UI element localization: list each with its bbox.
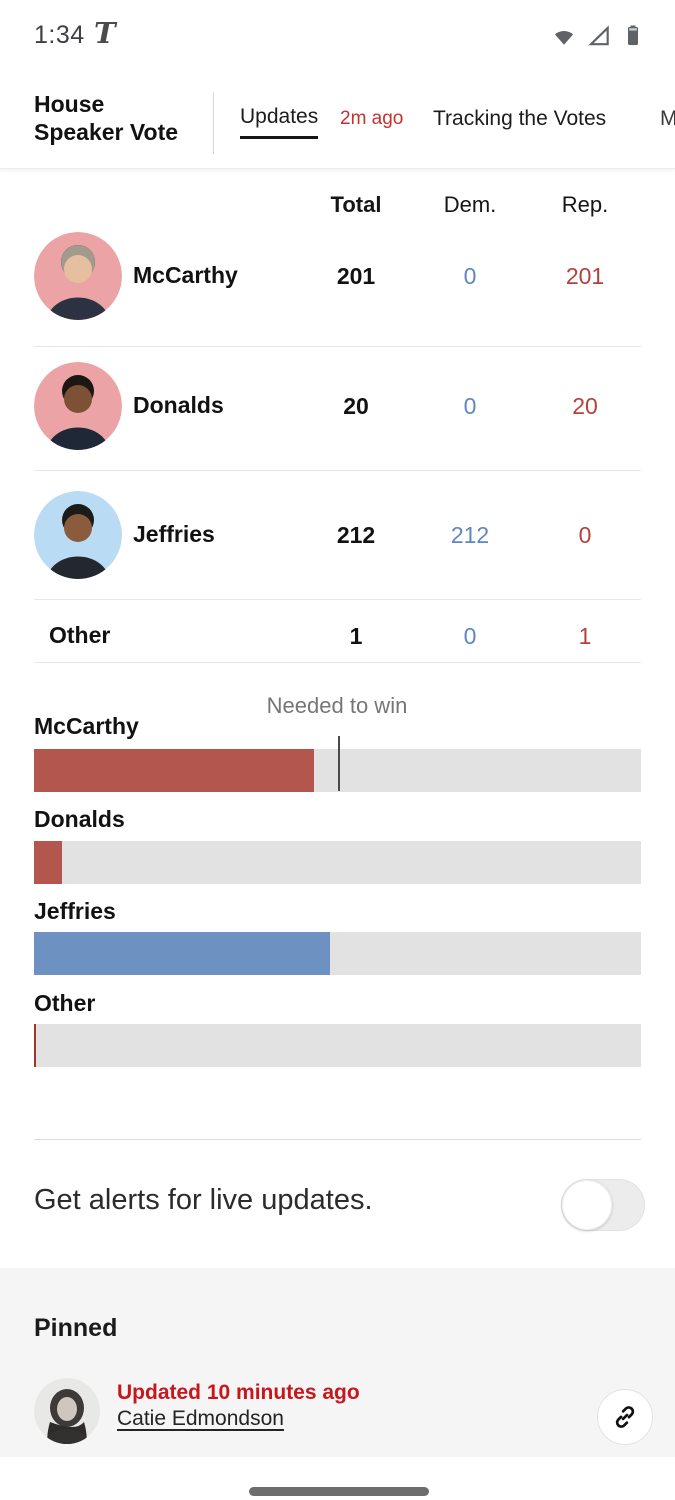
column-header-total: Total <box>330 192 382 217</box>
alerts-toggle[interactable] <box>561 1179 645 1231</box>
votes-total: 1 <box>349 623 363 649</box>
page-title: House Speaker Vote <box>34 91 179 145</box>
app-header: House Speaker Vote Updates 2m ago Tracki… <box>0 62 675 169</box>
bar-jeffries <box>34 932 641 975</box>
bar-fill <box>34 749 315 792</box>
votes-rep: 0 <box>578 522 592 548</box>
pinned-heading: Pinned <box>34 1314 118 1342</box>
alerts-label: Get alerts for live updates. <box>34 1184 373 1216</box>
table-row: Donalds 20 0 20 <box>0 362 675 450</box>
avatar <box>34 232 122 320</box>
bar-other <box>34 1024 641 1067</box>
section-divider <box>34 1139 641 1140</box>
bar-label-mccarthy: McCarthy <box>34 713 139 739</box>
votes-total: 212 <box>336 522 376 548</box>
tab-tracking-the-votes[interactable]: Tracking the Votes <box>433 107 607 130</box>
bar-label-donalds: Donalds <box>34 806 125 832</box>
table-row: Jeffries 212 212 0 <box>0 491 675 579</box>
header-divider <box>213 92 214 154</box>
tab-next-partial[interactable]: M <box>660 107 675 130</box>
column-header-dem: Dem. <box>443 192 497 217</box>
votes-total: 20 <box>343 393 369 419</box>
votes-dem: 0 <box>463 623 477 649</box>
nyt-logo-icon: T <box>94 16 116 50</box>
cell-signal-icon <box>586 22 612 48</box>
link-icon <box>615 1406 635 1428</box>
votes-rep: 201 <box>565 263 605 289</box>
status-bar: 1:34 T <box>0 0 675 62</box>
battery-icon <box>621 22 645 48</box>
bar-donalds <box>34 841 641 884</box>
row-divider <box>34 662 641 663</box>
candidate-name: McCarthy <box>133 262 238 288</box>
candidate-name: Donalds <box>133 392 224 418</box>
votes-dem: 0 <box>463 393 477 419</box>
votes-dem: 212 <box>450 522 490 548</box>
author-avatar <box>34 1378 100 1444</box>
table-row: McCarthy 201 0 201 <box>0 232 675 320</box>
share-link-button[interactable] <box>597 1389 653 1445</box>
toggle-knob <box>562 1180 612 1230</box>
votes-dem: 0 <box>463 263 477 289</box>
updated-timestamp: Updated 10 minutes ago <box>117 1381 360 1404</box>
bar-fill <box>34 841 62 884</box>
candidate-name: Jeffries <box>133 521 215 547</box>
bar-fill <box>34 932 330 975</box>
row-divider <box>34 470 641 471</box>
votes-rep: 20 <box>572 393 598 419</box>
needed-to-win-label: Needed to win <box>266 693 408 718</box>
bar-label-other: Other <box>34 990 96 1016</box>
column-header-rep: Rep. <box>561 192 609 217</box>
wifi-icon <box>551 22 577 48</box>
votes-total: 201 <box>336 263 376 289</box>
author-link[interactable]: Catie Edmondson <box>117 1407 284 1430</box>
avatar <box>34 491 122 579</box>
bar-mccarthy <box>34 736 641 792</box>
table-row: Other 1 0 1 <box>0 610 675 660</box>
bar-fill <box>34 1024 36 1067</box>
votes-rep: 1 <box>578 623 592 649</box>
row-divider <box>34 346 641 347</box>
pinned-section: Pinned Updated 10 minutes ago Catie Edmo… <box>0 1268 675 1457</box>
clock: 1:34 <box>34 21 85 49</box>
needed-to-win-tick <box>338 736 341 791</box>
candidate-name: Other <box>49 622 111 648</box>
home-indicator[interactable] <box>249 1487 429 1496</box>
avatar <box>34 362 122 450</box>
updates-time-badge: 2m ago <box>340 108 404 129</box>
tab-updates[interactable]: Updates <box>240 105 319 139</box>
row-divider <box>34 599 641 600</box>
bar-label-jeffries: Jeffries <box>34 898 116 924</box>
tab-bar: Updates 2m ago Tracking the Votes M <box>240 62 675 168</box>
